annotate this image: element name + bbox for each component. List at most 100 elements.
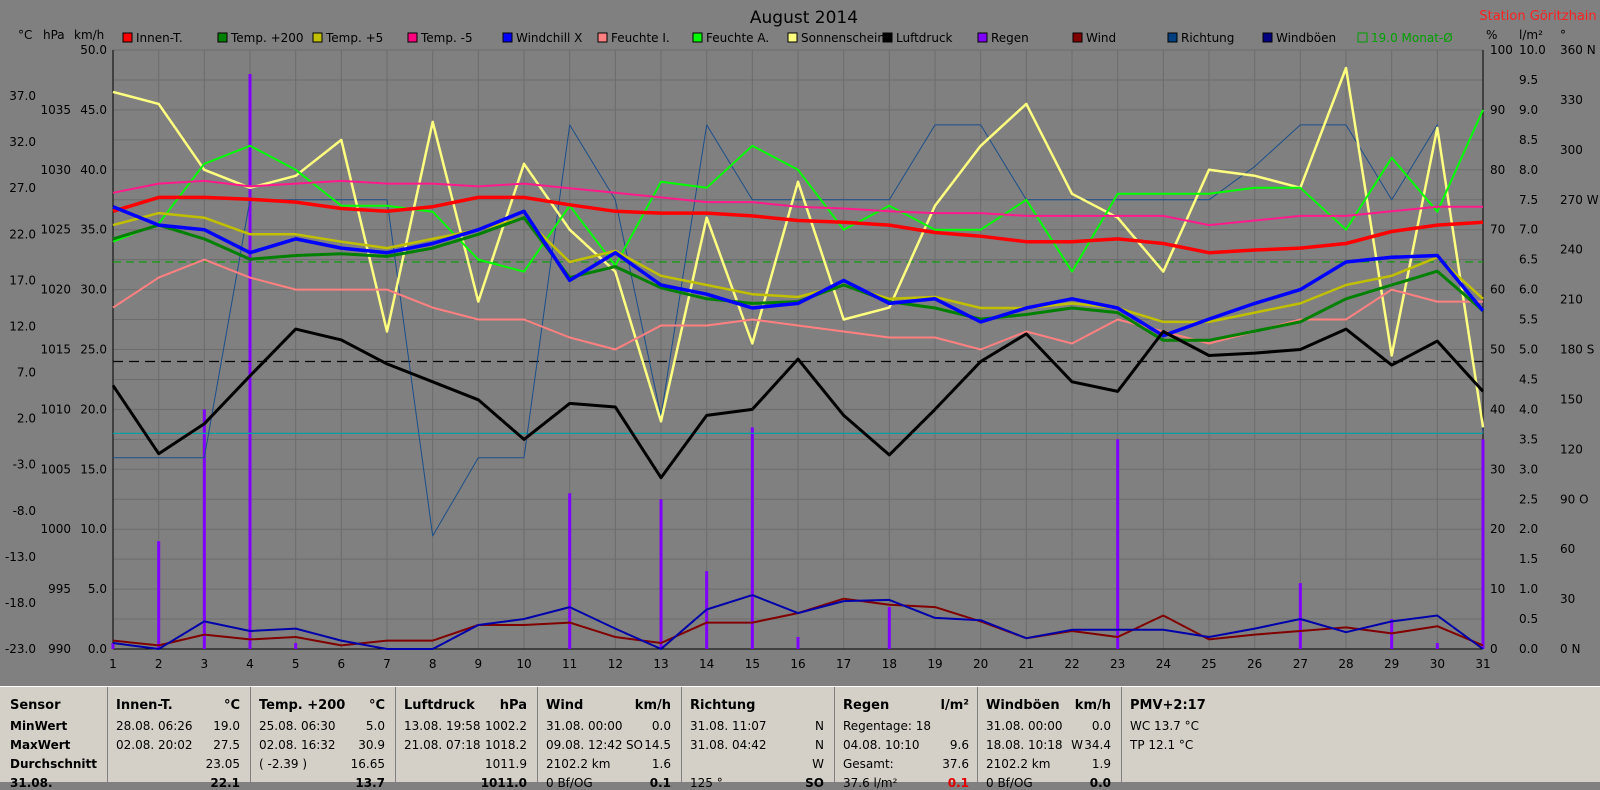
legend-swatch xyxy=(1167,32,1178,43)
pct-tick-label: 0 xyxy=(1490,642,1498,656)
x-tick-label: 19 xyxy=(927,657,942,671)
pct-tick-label: 20 xyxy=(1490,522,1505,536)
temp-min-value: 5.0 xyxy=(365,719,385,733)
temp-tick-label: -23.0 xyxy=(5,642,36,656)
x-tick-label: 21 xyxy=(1019,657,1034,671)
legend-label: Temp. -5 xyxy=(420,31,473,45)
x-tick-label: 3 xyxy=(201,657,209,671)
dir-tick-label: 360 N xyxy=(1560,43,1596,57)
rain-tick-label: 1.0 xyxy=(1519,582,1538,596)
x-tick-label: 12 xyxy=(608,657,623,671)
boeen-min-value: 0.0 xyxy=(1091,719,1111,733)
x-tick-label: 27 xyxy=(1293,657,1308,671)
temp-tick-label: -18.0 xyxy=(5,596,36,610)
rain-tick-label: 8.0 xyxy=(1519,163,1538,177)
row-label-min: MinWert xyxy=(10,719,68,733)
boeen-current-value: 0.0 xyxy=(1089,776,1111,790)
legend-label: Windböen xyxy=(1276,31,1336,45)
regen-unit: l/m² xyxy=(940,698,969,713)
legend-label: Feuchte A. xyxy=(706,31,769,45)
richtung-min-value: N xyxy=(815,719,824,733)
wind-tick-label: 25.0 xyxy=(80,343,107,357)
x-tick-label: 4 xyxy=(246,657,254,671)
regen-current-value: 0.1 xyxy=(947,776,969,790)
press-tick-label: 1030 xyxy=(40,163,71,177)
innen-header: Innen-T. xyxy=(116,698,173,713)
luft-current-value: 1011.0 xyxy=(480,776,527,790)
legend-label: Luftdruck xyxy=(896,31,953,45)
rain-bar xyxy=(1116,439,1120,649)
temp-tick-label: -3.0 xyxy=(13,458,36,472)
innen-min-time: 28.08. 06:26 xyxy=(116,719,193,733)
legend-swatch xyxy=(312,32,323,43)
legend-swatch xyxy=(1357,32,1368,43)
legend-label: Temp. +5 xyxy=(325,31,383,45)
legend-swatch xyxy=(1072,32,1083,43)
x-tick-label: 5 xyxy=(292,657,300,671)
press-tick-label: 1025 xyxy=(40,223,71,237)
temp-tick-label: 17.0 xyxy=(9,273,36,287)
col-richtung: Richtung 31.08. 11:07 N 31.08. 04:42 N W… xyxy=(682,687,835,790)
series-line xyxy=(112,211,1484,324)
axis-unit-labels: °C hPa km/h % l/m² ° xyxy=(18,28,1566,42)
rain-bar xyxy=(659,499,663,649)
wind-unit: km/h xyxy=(634,698,671,713)
legend-swatch xyxy=(217,32,228,43)
boeen-unit: km/h xyxy=(1074,698,1111,713)
legend-swatch xyxy=(597,32,608,43)
dir-tick-label: 330 xyxy=(1560,93,1583,107)
regen-max-value: 9.6 xyxy=(949,738,969,752)
rain-bar xyxy=(202,409,206,649)
dir-tick-label: 150 xyxy=(1560,392,1583,406)
wind-tick-label: 15.0 xyxy=(80,462,107,476)
legend-label: Windchill X xyxy=(516,31,582,45)
press-tick-label: 1010 xyxy=(40,402,71,416)
rain-bar xyxy=(1298,583,1302,649)
wind-tick-label: 20.0 xyxy=(80,402,107,416)
dir-tick-label: 180 S xyxy=(1560,343,1594,357)
pct-tick-label: 100 xyxy=(1490,43,1513,57)
series-line xyxy=(112,66,1485,428)
x-tick-label: 15 xyxy=(745,657,760,671)
x-tick-label: 26 xyxy=(1247,657,1262,671)
chart-grid xyxy=(112,49,1484,650)
dir-unit-label: ° xyxy=(1560,28,1566,42)
rain-tick-label: 6.0 xyxy=(1519,283,1538,297)
rain-tick-label: 9.0 xyxy=(1519,103,1538,117)
rain-tick-label: 4.5 xyxy=(1519,372,1538,386)
luft-min-time: 13.08. 19:58 xyxy=(404,719,481,733)
statistics-table: Sensor MinWert MaxWert Durchschnitt 31.0… xyxy=(0,686,1600,790)
pct-tick-label: 70 xyxy=(1490,223,1505,237)
chart-legend: Innen-T. Temp. +200 Temp. +5 Temp. -5 Windch… xyxy=(122,31,1453,45)
boeen-beaufort: 0 Bf/OG xyxy=(986,776,1033,790)
x-tick-label: 25 xyxy=(1201,657,1216,671)
rain-tick-label: 7.5 xyxy=(1519,193,1538,207)
pct-tick-label: 90 xyxy=(1490,103,1505,117)
dir-tick-label: 240 xyxy=(1560,243,1583,257)
x-tick-label: 24 xyxy=(1156,657,1171,671)
legend-label: Wind xyxy=(1086,31,1116,45)
boeen-max-direction: W xyxy=(1071,738,1083,752)
regen-days: Regentage: 18 xyxy=(843,719,931,733)
temp-avg-value: 16.65 xyxy=(350,757,385,771)
x-tick-label: 23 xyxy=(1110,657,1125,671)
x-tick-label: 2 xyxy=(155,657,163,671)
col-innen: Innen-T. °C 28.08. 06:26 19.0 02.08. 20:… xyxy=(108,687,251,790)
regen-total-value: 37.6 xyxy=(942,757,969,771)
luft-avg-value: 1011.9 xyxy=(485,757,527,771)
legend-swatch xyxy=(787,32,798,43)
pmv-dewpoint: TP 12.1 °C xyxy=(1130,738,1194,752)
press-unit-label: hPa xyxy=(43,28,65,42)
dir-tick-label: 210 xyxy=(1560,293,1583,307)
rain-tick-label: 9.5 xyxy=(1519,73,1538,87)
rain-tick-label: 5.5 xyxy=(1519,313,1538,327)
x-tick-label: 18 xyxy=(882,657,897,671)
rain-unit-label: l/m² xyxy=(1519,28,1543,42)
innen-current-value: 22.1 xyxy=(210,776,240,790)
innen-avg-value: 23.05 xyxy=(205,757,240,771)
pct-tick-label: 10 xyxy=(1490,582,1505,596)
wind-min-time: 31.08. 00:00 xyxy=(546,719,623,733)
series-lines xyxy=(111,66,1485,650)
temp-tick-label: -13.0 xyxy=(5,550,36,564)
legend-label: Feuchte I. xyxy=(611,31,670,45)
